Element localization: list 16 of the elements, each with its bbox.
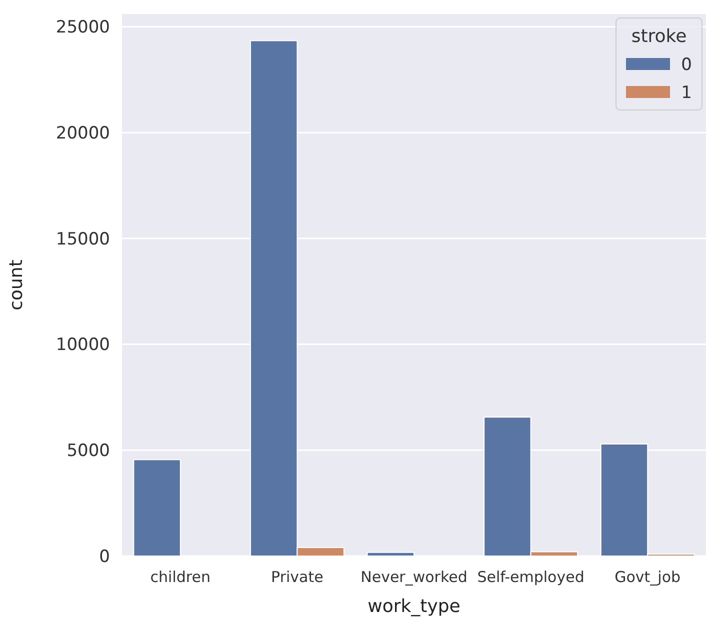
x-tick-label: Govt_job: [614, 568, 681, 586]
x-tick-label: children: [150, 568, 210, 586]
x-tick-label: Never_worked: [360, 568, 468, 586]
y-tick-label: 20000: [56, 124, 110, 144]
y-axis-title: count: [6, 260, 27, 310]
y-tick-label: 5000: [66, 441, 110, 462]
y-tick-label: 25000: [56, 18, 110, 38]
legend-label: 1: [681, 82, 692, 103]
x-tick-label: Private: [271, 568, 324, 586]
y-tick-label: 15000: [56, 229, 110, 250]
y-tick-label: 0: [99, 546, 110, 567]
legend-label: 0: [681, 54, 692, 75]
x-axis-title: work_type: [368, 596, 460, 617]
y-tick-label: 10000: [56, 335, 110, 356]
legend-title: stroke: [631, 26, 687, 47]
x-tick-label: Self-employed: [477, 568, 584, 586]
